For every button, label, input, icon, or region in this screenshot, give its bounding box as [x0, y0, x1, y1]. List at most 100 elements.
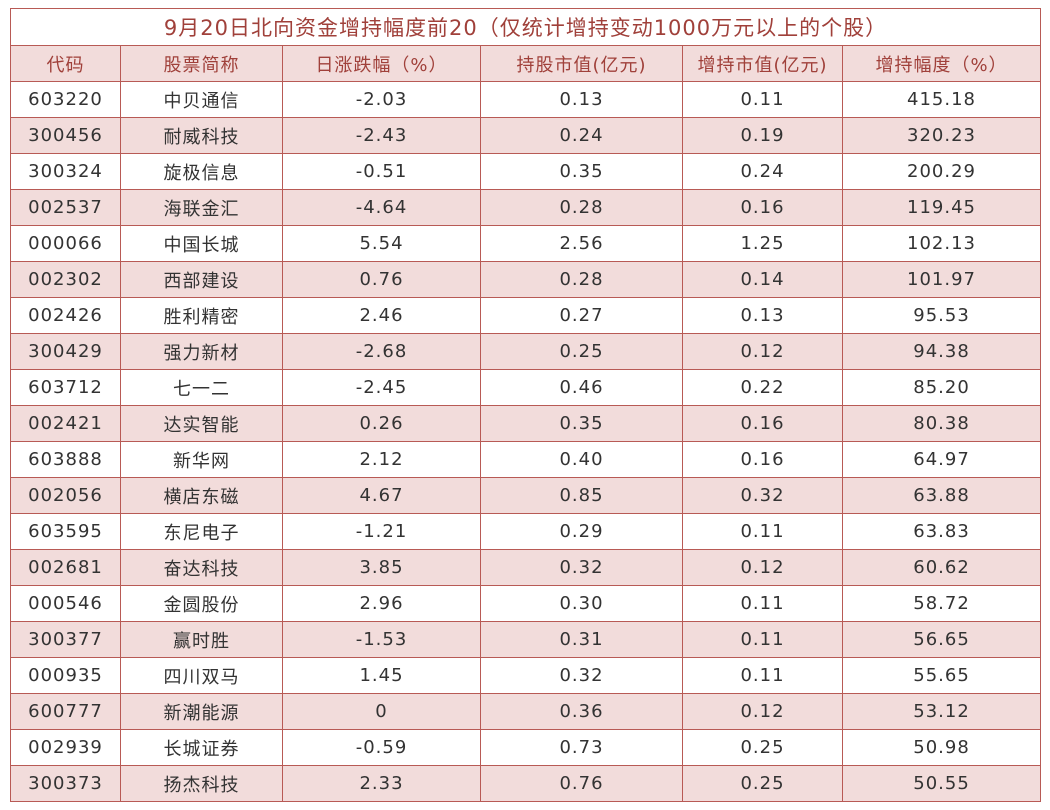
- table-cell: 0.32: [480, 549, 683, 586]
- table-cell: 耐威科技: [120, 117, 283, 154]
- table-cell: 0.11: [682, 585, 843, 622]
- table-cell: 102.13: [841, 225, 1042, 262]
- table-cell: 85.20: [841, 369, 1042, 406]
- column-header: 代码: [10, 45, 121, 82]
- table-cell: 80.38: [841, 405, 1042, 442]
- table-row: 000066 中国长城 5.54 2.56 1.25 102.13: [10, 225, 1042, 262]
- table-cell: 002421: [10, 405, 121, 442]
- table-cell: 63.88: [841, 477, 1042, 514]
- table-cell: 603888: [10, 441, 121, 478]
- table-cell: 新华网: [120, 441, 283, 478]
- table-cell: 0.24: [480, 117, 683, 154]
- table-row: 002537 海联金汇 -4.64 0.28 0.16 119.45: [10, 189, 1042, 226]
- table-cell: 56.65: [841, 621, 1042, 658]
- table-cell: 0.27: [480, 297, 683, 334]
- table-cell: 95.53: [841, 297, 1042, 334]
- table-container: 9月20日北向资金增持幅度前20（仅统计增持变动1000万元以上的个股） 代码股…: [9, 8, 1042, 802]
- table-cell: 四川双马: [120, 657, 283, 694]
- table-cell: 奋达科技: [120, 549, 283, 586]
- table-cell: 0.11: [682, 657, 843, 694]
- table-row: 603712 七一二 -2.45 0.46 0.22 85.20: [10, 369, 1042, 406]
- table-row: 002056 横店东磁 4.67 0.85 0.32 63.88: [10, 477, 1042, 514]
- table-cell: 旋极信息: [120, 153, 283, 190]
- table-cell: 中贝通信: [120, 81, 283, 118]
- table-cell: -1.21: [282, 513, 481, 550]
- table-cell: 300429: [10, 333, 121, 370]
- table-cell: 七一二: [120, 369, 283, 406]
- table-cell: 达实智能: [120, 405, 283, 442]
- table-cell: 60.62: [841, 549, 1042, 586]
- table-row: 300377 赢时胜 -1.53 0.31 0.11 56.65: [10, 621, 1042, 658]
- table-row: 300456 耐威科技 -2.43 0.24 0.19 320.23: [10, 117, 1042, 154]
- table-cell: 0.32: [480, 657, 683, 694]
- table-cell: 长城证券: [120, 729, 283, 766]
- table-cell: 603220: [10, 81, 121, 118]
- table-cell: 0.12: [682, 549, 843, 586]
- table-cell: 0.30: [480, 585, 683, 622]
- table-cell: 2.96: [282, 585, 481, 622]
- table-cell: 603595: [10, 513, 121, 550]
- table-cell: 300324: [10, 153, 121, 190]
- table-row: 002421 达实智能 0.26 0.35 0.16 80.38: [10, 405, 1042, 442]
- table-cell: 000935: [10, 657, 121, 694]
- table-cell: 0: [282, 693, 481, 730]
- table-cell: 强力新材: [120, 333, 283, 370]
- table-cell: 2.12: [282, 441, 481, 478]
- table-cell: -2.43: [282, 117, 481, 154]
- table-cell: 0.24: [682, 153, 843, 190]
- table-cell: 002426: [10, 297, 121, 334]
- table-row: 002302 西部建设 0.76 0.28 0.14 101.97: [10, 261, 1042, 298]
- table-cell: 53.12: [841, 693, 1042, 730]
- table-row: 000546 金圆股份 2.96 0.30 0.11 58.72: [10, 585, 1042, 622]
- column-header: 日涨跌幅（%）: [282, 45, 481, 82]
- table-row: 000935 四川双马 1.45 0.32 0.11 55.65: [10, 657, 1042, 694]
- table-row: 002939 长城证券 -0.59 0.73 0.25 50.98: [10, 729, 1042, 766]
- table-cell: 0.19: [682, 117, 843, 154]
- table-cell: 横店东磁: [120, 477, 283, 514]
- table-body: 603220 中贝通信 -2.03 0.13 0.11 415.18 300456 耐威科技 -…: [10, 81, 1042, 802]
- table-cell: 0.13: [480, 81, 683, 118]
- table-cell: 320.23: [841, 117, 1042, 154]
- table-cell: 0.85: [480, 477, 683, 514]
- table-cell: 1.45: [282, 657, 481, 694]
- table-cell: 002681: [10, 549, 121, 586]
- table-cell: 0.16: [682, 189, 843, 226]
- table-cell: 0.12: [682, 333, 843, 370]
- table-row: 300429 强力新材 -2.68 0.25 0.12 94.38: [10, 333, 1042, 370]
- table-row: 603595 东尼电子 -1.21 0.29 0.11 63.83: [10, 513, 1042, 550]
- table-cell: 0.73: [480, 729, 683, 766]
- table-cell: -0.59: [282, 729, 481, 766]
- table-cell: -2.45: [282, 369, 481, 406]
- table-cell: 0.11: [682, 513, 843, 550]
- table-cell: 300377: [10, 621, 121, 658]
- table-cell: 002056: [10, 477, 121, 514]
- table-cell: 新潮能源: [120, 693, 283, 730]
- table-cell: 0.14: [682, 261, 843, 298]
- table-cell: 300373: [10, 765, 121, 802]
- table-cell: 4.67: [282, 477, 481, 514]
- table-cell: 0.40: [480, 441, 683, 478]
- table-cell: 0.11: [682, 81, 843, 118]
- table-cell: -2.68: [282, 333, 481, 370]
- table-cell: 3.85: [282, 549, 481, 586]
- table-cell: -4.64: [282, 189, 481, 226]
- table-row: 300324 旋极信息 -0.51 0.35 0.24 200.29: [10, 153, 1042, 190]
- table-cell: 0.28: [480, 261, 683, 298]
- table-row: 002681 奋达科技 3.85 0.32 0.12 60.62: [10, 549, 1042, 586]
- table-cell: 000066: [10, 225, 121, 262]
- table-cell: 0.32: [682, 477, 843, 514]
- table-cell: 2.46: [282, 297, 481, 334]
- header-row: 代码 股票简称 日涨跌幅（%） 持股市值(亿元) 增持市值(亿元) 增持幅度（%）: [10, 45, 1042, 82]
- table-cell: 0.29: [480, 513, 683, 550]
- table-cell: 中国长城: [120, 225, 283, 262]
- table-cell: 0.16: [682, 441, 843, 478]
- table-row: 603888 新华网 2.12 0.40 0.16 64.97: [10, 441, 1042, 478]
- table-cell: 2.56: [480, 225, 683, 262]
- table-cell: 0.25: [682, 729, 843, 766]
- table-cell: 0.35: [480, 153, 683, 190]
- table-cell: 000546: [10, 585, 121, 622]
- table-cell: 胜利精密: [120, 297, 283, 334]
- table-cell: -2.03: [282, 81, 481, 118]
- table-cell: 2.33: [282, 765, 481, 802]
- table-cell: 0.12: [682, 693, 843, 730]
